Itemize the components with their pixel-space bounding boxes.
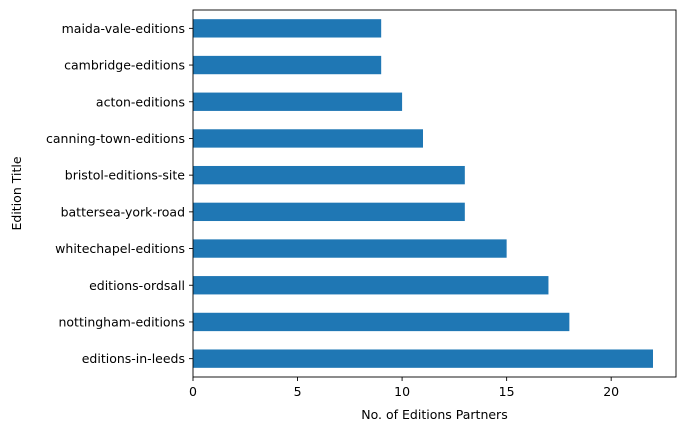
bar-bristol-editions-site — [193, 165, 465, 185]
bar-nottingham-editions — [193, 312, 570, 332]
bar-maida-vale-editions — [193, 19, 382, 38]
bar-acton-editions — [193, 92, 403, 111]
x-tick-label: 5 — [294, 384, 302, 399]
y-tick-label: acton-editions — [96, 94, 185, 109]
x-tick-label: 20 — [603, 384, 619, 399]
plot-frame — [192, 9, 677, 378]
bar-canning-town-editions — [193, 129, 423, 148]
bar-whitechapel-editions — [193, 239, 507, 258]
y-tick-label: battersea-york-road — [61, 204, 185, 219]
y-tick-label: canning-town-editions — [46, 131, 185, 146]
x-tick-label: 0 — [189, 384, 197, 399]
y-tick-label: editions-in-leeds — [82, 351, 185, 366]
x-axis-label: No. of Editions Partners — [361, 407, 507, 422]
bars-group — [193, 19, 653, 368]
y-axis-label: Edition Title — [9, 156, 24, 230]
y-tick-label: nottingham-editions — [58, 314, 185, 329]
y-tick-label: bristol-editions-site — [65, 168, 186, 183]
y-tick-label: editions-ordsall — [89, 278, 185, 293]
y-tick-label: cambridge-editions — [64, 58, 185, 73]
bar-editions-ordsall — [193, 276, 549, 295]
bar-cambridge-editions — [193, 55, 382, 75]
y-axis-ticks: editions-in-leeds nottingham-editions edit… — [46, 21, 193, 366]
x-tick-label: 15 — [499, 384, 515, 399]
bar-editions-in-leeds — [193, 349, 653, 368]
y-tick-label: maida-vale-editions — [62, 21, 185, 36]
y-tick-label: whitechapel-editions — [55, 241, 185, 256]
x-axis-ticks: 0 5 10 15 20 — [189, 377, 619, 399]
x-tick-label: 10 — [394, 384, 410, 399]
bar-battersea-york-road — [193, 202, 465, 222]
